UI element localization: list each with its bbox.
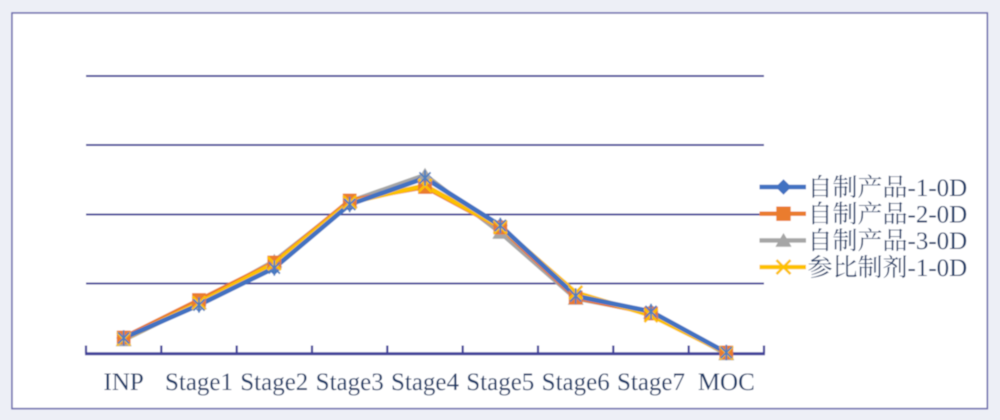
svg-text:-1-0D: -1-0D bbox=[908, 175, 968, 202]
svg-text:-1-0D: -1-0D bbox=[908, 255, 968, 282]
svg-text:-2-0D: -2-0D bbox=[908, 202, 968, 229]
svg-text:Stage2: Stage2 bbox=[240, 369, 308, 396]
svg-text:Stage4: Stage4 bbox=[391, 369, 460, 396]
svg-text:Stage7: Stage7 bbox=[617, 369, 685, 396]
svg-text:Stage3: Stage3 bbox=[316, 369, 384, 396]
svg-text:-3-0D: -3-0D bbox=[908, 228, 968, 255]
svg-text:MOC: MOC bbox=[698, 369, 755, 396]
svg-text:Stage5: Stage5 bbox=[466, 369, 534, 396]
svg-text:Stage1: Stage1 bbox=[165, 369, 233, 396]
svg-text:Stage6: Stage6 bbox=[542, 369, 610, 396]
svg-text:INP: INP bbox=[104, 369, 144, 396]
